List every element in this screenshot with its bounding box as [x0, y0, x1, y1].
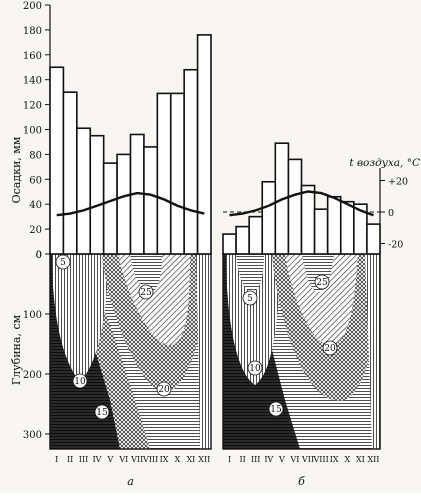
isoline-marker-a-15 [94, 404, 110, 420]
bar-b-VI [287, 158, 303, 255]
depth-tick-label-200: 200 [23, 370, 42, 381]
air-temp-curve-b [229, 190, 374, 217]
month-label-b-XI: XI [356, 455, 365, 464]
bar-b-IX [326, 195, 342, 255]
bar-a-VIII [143, 146, 159, 255]
bar-a-XII [196, 34, 212, 255]
isoline-marker-a-25 [138, 284, 154, 300]
air-temp-curve-a [56, 191, 205, 217]
bar-a-III [76, 127, 92, 255]
isoline-marker-b-15 [268, 401, 284, 417]
depth-isopleths-panel-b [223, 254, 380, 449]
month-label-b-XII: XII [367, 455, 379, 464]
isoline-marker-a-5 [55, 254, 71, 270]
temperature-curves [56, 190, 374, 217]
bar-b-IV [261, 180, 277, 255]
month-label-b-VI: VI [289, 455, 299, 464]
precip-tick-label-120: 120 [23, 101, 42, 112]
month-label-b-I: I [228, 455, 231, 464]
precip-tick-label-40: 40 [29, 200, 42, 211]
temp-tick-label-+20: +20 [388, 177, 408, 188]
month-label-b-IX: IX [330, 455, 339, 464]
month-label-b-IV: IV [264, 455, 273, 464]
month-label-a-II: II [67, 455, 73, 464]
isoline-label-a-10: 10 [74, 377, 86, 387]
month-label-b-III: III [251, 455, 260, 464]
precip-tick-label-160: 160 [23, 51, 42, 62]
month-label-a-VIII: VIII [142, 455, 158, 464]
bar-b-XII [366, 223, 381, 255]
isoline-label-a-15: 15 [96, 408, 108, 418]
bar-a-XI [183, 68, 199, 255]
month-label-a-III: III [79, 455, 88, 464]
precip-tick-label-180: 180 [23, 26, 42, 37]
isoline-marker-b-10 [247, 360, 263, 376]
depth-axis-label: Глубина, см [10, 314, 23, 385]
precip-axis-label: Осадки, мм [10, 136, 23, 203]
precip-tick-label-140: 140 [23, 76, 42, 87]
precip-tick-label-80: 80 [29, 150, 42, 161]
month-label-a-IX: IX [160, 455, 169, 464]
bar-b-II [235, 225, 250, 255]
depth-isopleths-panel-a [50, 254, 211, 449]
isoline-marker-b-25 [314, 274, 330, 290]
temp-tick-label--20: -20 [388, 240, 403, 251]
month-label-b-VIII: VIII [312, 455, 328, 464]
isoline-label-b-10: 10 [249, 364, 261, 374]
month-label-b-VII: VII [301, 455, 314, 464]
bars [49, 34, 381, 255]
month-label-b-II: II [239, 455, 245, 464]
bar-a-II [62, 91, 78, 255]
month-label-a-IV: IV [92, 455, 101, 464]
bar-b-X [339, 200, 355, 255]
isoline-label-a-5: 5 [60, 258, 66, 268]
month-label-b-V: V [278, 455, 285, 464]
isoline-label-b-25: 25 [316, 278, 328, 288]
depth-tick-label-100: 100 [23, 310, 42, 321]
month-label-a-XI: XI [186, 455, 195, 464]
bar-a-IV [89, 134, 105, 255]
temp-axis-label: t воздуха, °С [349, 157, 420, 169]
month-label-b-X: X [344, 455, 350, 464]
precip-tick-label-100: 100 [23, 126, 42, 137]
precip-tick-label-20: 20 [29, 225, 42, 236]
precip-tick-label-0: 0 [36, 250, 42, 261]
month-label-a-VI: VI [118, 455, 128, 464]
temp-tick-label-0: 0 [388, 208, 394, 219]
isoline-marker-a-20 [156, 381, 172, 397]
depth-tick-label-0: 0 [36, 250, 42, 261]
month-label-a-V: V [106, 455, 113, 464]
isoline-marker-b-20 [322, 340, 338, 356]
isoline-label-b-20: 20 [324, 344, 336, 354]
bar-a-X [169, 92, 185, 255]
bar-b-VIII [313, 208, 329, 255]
bar-b-III [248, 215, 264, 255]
isoline-label-b-15: 15 [270, 405, 282, 415]
isoline-label-a-20: 20 [158, 385, 170, 395]
bar-a-I [49, 66, 65, 255]
bar-a-VI [116, 153, 132, 255]
bar-b-VII [300, 184, 316, 255]
month-label-a-XII: XII [198, 455, 210, 464]
bar-a-IX [156, 92, 172, 255]
isoline-marker-a-10 [72, 373, 88, 389]
bar-b-I [222, 233, 237, 255]
month-label-a-X: X [175, 455, 181, 464]
panel-label-b: б [298, 475, 305, 488]
month-label-a-VII: VII [130, 455, 143, 464]
isoline-label-b-5: 5 [247, 294, 253, 304]
precip-tick-label-200: 200 [23, 1, 42, 12]
isoline-marker-b-5 [242, 290, 258, 306]
isoline-label-a-25: 25 [140, 288, 152, 298]
panel-label-a: а [127, 475, 134, 488]
depth-tick-label-300: 300 [23, 430, 42, 441]
precip-tick-label-60: 60 [29, 175, 42, 186]
bar-a-V [102, 162, 118, 255]
month-label-a-I: I [55, 455, 58, 464]
